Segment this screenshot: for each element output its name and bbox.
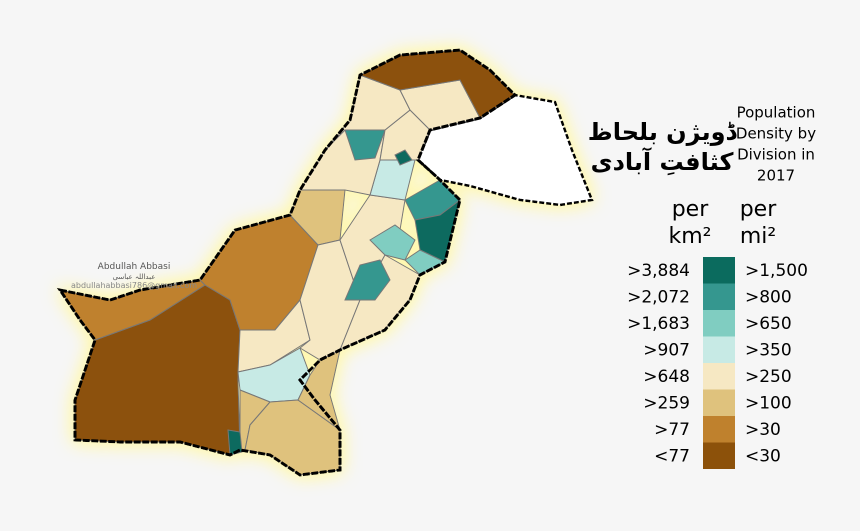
title: 2017 — [757, 167, 795, 185]
urdu-title: ڈویژن بلحاظ — [588, 118, 738, 146]
legend-label-mi: >30 — [745, 420, 781, 440]
legend-swatch — [703, 363, 735, 390]
legend-swatch — [703, 442, 735, 469]
credit-email: abdullahabbasi786@gmail.com — [71, 281, 197, 290]
map — [56, 48, 594, 477]
legend-label-km: <77 — [654, 447, 690, 467]
division — [394, 149, 413, 166]
legend-swatch — [703, 283, 735, 310]
legend-header: mi² — [740, 224, 776, 249]
legend-label-km: >648 — [643, 367, 690, 387]
title: Density by — [736, 125, 816, 143]
legend-label-mi: >100 — [745, 394, 792, 414]
legend-label-mi: >250 — [745, 367, 792, 387]
division — [227, 429, 243, 456]
legend-header: per — [672, 197, 710, 222]
legend-swatch — [703, 257, 735, 284]
division — [344, 259, 391, 301]
legend-header: km² — [669, 224, 712, 249]
legend-header: per — [740, 197, 778, 222]
legend-label-km: >77 — [654, 420, 690, 440]
legend-swatch — [703, 389, 735, 416]
legend-label-km: >907 — [643, 341, 690, 361]
legend-swatch — [703, 416, 735, 443]
credit-name-urdu: عبداللہ عباسی — [113, 273, 156, 281]
legend-label-mi: >350 — [745, 341, 792, 361]
urdu-title: کثافتِ آبادی — [591, 147, 734, 176]
title: Population — [737, 104, 816, 122]
credit-name: Abdullah Abbasi — [98, 262, 171, 272]
legend-label-mi: >650 — [745, 314, 792, 334]
title: Division in — [737, 146, 815, 164]
legend-swatch — [703, 310, 735, 337]
division — [369, 224, 416, 261]
legend-label-mi: >800 — [745, 288, 792, 308]
legend-label-km: >2,072 — [627, 288, 690, 308]
legend-label-km: >3,884 — [627, 261, 690, 281]
legend-label-km: >1,683 — [627, 314, 690, 334]
legend-label-km: >259 — [643, 394, 690, 414]
legend-label-mi: <30 — [745, 447, 781, 467]
legend-label-mi: >1,500 — [745, 261, 808, 281]
legend-swatch — [703, 336, 735, 363]
credit: Abdullah Abbasi عبداللہ عباسی abdullahab… — [71, 262, 197, 290]
country-border — [56, 48, 518, 477]
